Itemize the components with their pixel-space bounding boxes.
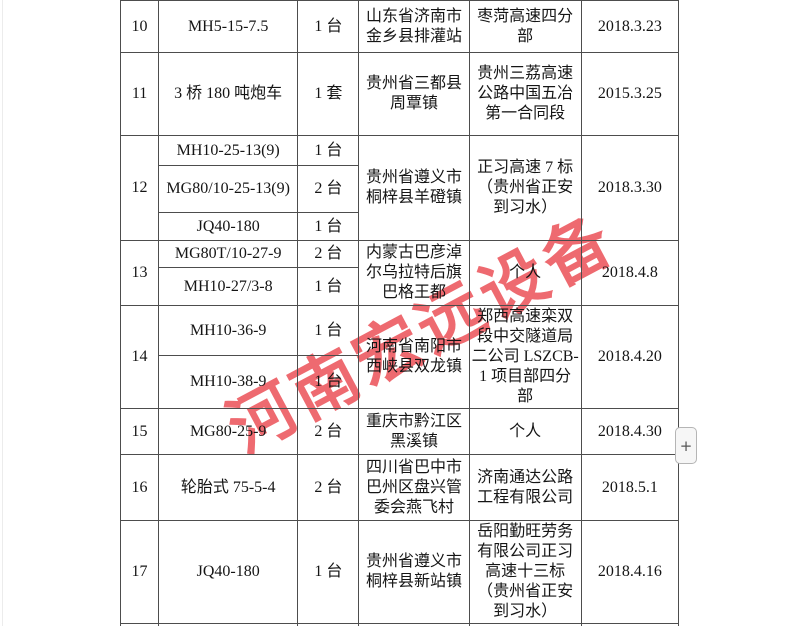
cell-project: 岳阳勤旺劳务有限公司正习高速十三标（贵州省正安到习水） [468, 520, 582, 624]
cell-quantity [297, 623, 360, 626]
cell-quantity: 1 套 [297, 52, 360, 136]
cell-model: MH10-38-9 [158, 355, 299, 409]
cell-model: MG80-25-9 [158, 408, 299, 455]
cell-location [358, 623, 470, 626]
table-row: 16 轮胎式 75-5-4 2 台 四川省巴中市巴州区盘兴管委会燕飞村 济南通达… [120, 454, 680, 521]
cell-row-number: 11 [120, 52, 160, 136]
cell-row-number: 16 [120, 454, 160, 521]
equipment-sales-table-wrap: 10 MH5-15-7.5 1 台 山东省济南市金乡县排灌站 枣菏高速四分部 2… [120, 0, 680, 626]
table-row: 14 MH10-36-9 1 台 河南省南阳市西峡县双龙镇 郑西高速栾双段中交隧… [120, 305, 680, 409]
cell-row-number: 10 [120, 0, 160, 53]
cell-quantity: 1 台 [297, 0, 360, 53]
cell-quantity: 2 台 [297, 165, 360, 213]
cell-date: 2018.3.23 [580, 0, 680, 53]
add-button[interactable]: + [675, 427, 697, 464]
cell-row-number: 13 [120, 240, 160, 306]
cell-model: MG80/10-25-13(9) [158, 165, 299, 213]
cell-quantity: 2 台 [297, 240, 360, 268]
cell-model: JQ40-180 [158, 212, 299, 241]
page-edge-line [2, 0, 3, 626]
cell-project: 济南通达公路工程有限公司 [468, 454, 582, 521]
cell-row-number: 17 [120, 520, 160, 624]
table-row: MH10-27/3-8 1 台 [121, 267, 679, 306]
table-row: 10 MH5-15-7.5 1 台 山东省济南市金乡县排灌站 枣菏高速四分部 2… [120, 0, 680, 53]
cell-quantity: 1 台 [297, 212, 360, 241]
cell-row-number: 12 [120, 135, 160, 241]
cell-quantity: 2 台 [297, 454, 360, 521]
cell-project: 枣菏高速四分部 [468, 0, 582, 53]
cell-model: MH5-15-7.5 [158, 0, 299, 53]
cell-location: 内蒙古巴彦淖尔乌拉特后旗巴格王都 [358, 240, 470, 306]
cell-date: 2018.5.1 [580, 454, 680, 521]
cell-quantity: 1 台 [297, 520, 360, 624]
cell-project: 个人 [468, 240, 582, 306]
table-row: MH10-38-9 1 台 [121, 355, 679, 409]
cell-project: 郑西高速栾双段中交隧道局二公司 LSZCB-1 项目部四分部 [468, 305, 582, 409]
cell-quantity: 1 台 [297, 305, 360, 356]
cell-quantity: 1 台 [297, 135, 360, 166]
cell-model: MH10-25-13(9) [158, 135, 299, 166]
cell-quantity: 1 台 [297, 355, 360, 409]
table-row-partial [120, 623, 680, 626]
cell-date: 2018.3.30 [580, 135, 680, 241]
cell-location: 河南省南阳市西峡县双龙镇 [358, 305, 470, 409]
cell-date: 2018.4.20 [580, 305, 680, 409]
cell-location: 四川省巴中市巴州区盘兴管委会燕飞村 [358, 454, 470, 521]
cell-date: 2018.4.30 [580, 408, 680, 455]
cell-location: 贵州省三都县周覃镇 [358, 52, 470, 136]
table-row: 11 3 桥 180 吨炮车 1 套 贵州省三都县周覃镇 贵州三荔高速公路中国五… [120, 52, 680, 136]
cell-model: MH10-27/3-8 [158, 267, 299, 306]
equipment-sales-table: 10 MH5-15-7.5 1 台 山东省济南市金乡县排灌站 枣菏高速四分部 2… [120, 0, 680, 626]
table-row: 15 MG80-25-9 2 台 重庆市黔江区黑溪镇 个人 2018.4.30 [120, 408, 680, 455]
cell-date [580, 623, 680, 626]
cell-location: 重庆市黔江区黑溪镇 [358, 408, 470, 455]
table-row: 12 MH10-25-13(9) 1 台 贵州省遵义市桐梓县羊磴镇 正习高速 7… [120, 135, 680, 241]
cell-quantity: 1 台 [297, 267, 360, 306]
table-row: 13 MG80T/10-27-9 2 台 内蒙古巴彦淖尔乌拉特后旗巴格王都 个人… [120, 240, 680, 306]
cell-location: 山东省济南市金乡县排灌站 [358, 0, 470, 53]
cell-row-number: 15 [120, 408, 160, 455]
cell-model: MH10-36-9 [158, 305, 299, 356]
table-row: 17 JQ40-180 1 台 贵州省遵义市桐梓县新站镇 岳阳勤旺劳务有限公司正… [120, 520, 680, 624]
cell-model: 轮胎式 75-5-4 [158, 454, 299, 521]
cell-date: 2018.4.16 [580, 520, 680, 624]
cell-project: 个人 [468, 408, 582, 455]
cell-model: JQ40-180 [158, 520, 299, 624]
cell-project: 正习高速 7 标（贵州省正安到习水） [468, 135, 582, 241]
table-row: MG80/10-25-13(9) 2 台 [121, 165, 679, 213]
cell-project: 贵州三荔高速公路中国五冶第一合同段 [468, 52, 582, 136]
cell-quantity: 2 台 [297, 408, 360, 455]
cell-row-number: 14 [120, 305, 160, 409]
cell-date: 2015.3.25 [580, 52, 680, 136]
cell-location: 贵州省遵义市桐梓县羊磴镇 [358, 135, 470, 241]
cell-model: MG80T/10-27-9 [158, 240, 299, 268]
cell-model: 3 桥 180 吨炮车 [158, 52, 299, 136]
cell-location: 贵州省遵义市桐梓县新站镇 [358, 520, 470, 624]
cell-date: 2018.4.8 [580, 240, 680, 306]
